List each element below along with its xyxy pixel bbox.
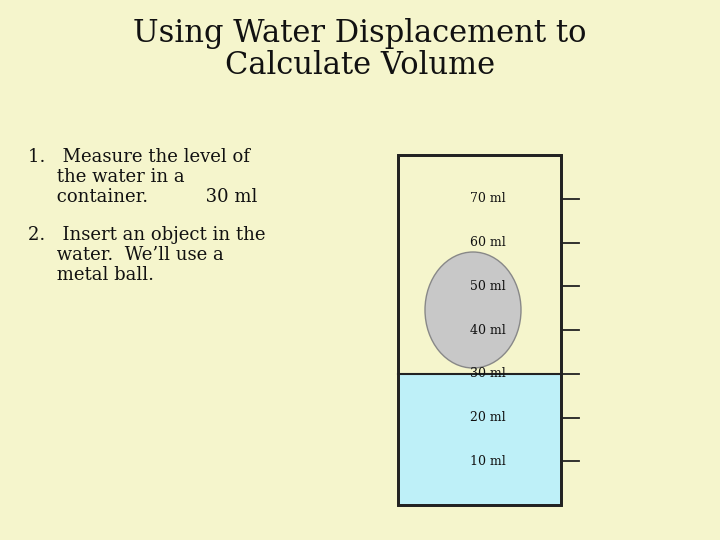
Text: Calculate Volume: Calculate Volume <box>225 50 495 81</box>
Text: 60 ml: 60 ml <box>469 236 505 249</box>
Bar <box>398 155 561 505</box>
Ellipse shape <box>425 252 521 368</box>
Text: Using Water Displacement to: Using Water Displacement to <box>133 18 587 49</box>
Text: container.          30 ml: container. 30 ml <box>28 188 257 206</box>
Text: the water in a: the water in a <box>28 168 184 186</box>
Text: 70 ml: 70 ml <box>470 192 505 205</box>
Text: 2.   Insert an object in the: 2. Insert an object in the <box>28 226 266 244</box>
Text: 20 ml: 20 ml <box>470 411 505 424</box>
Text: 1.   Measure the level of: 1. Measure the level of <box>28 148 250 166</box>
Text: metal ball.: metal ball. <box>28 266 154 284</box>
Bar <box>398 374 561 505</box>
Text: 40 ml: 40 ml <box>469 323 505 336</box>
Text: 50 ml: 50 ml <box>470 280 505 293</box>
Bar <box>398 155 561 505</box>
Text: 30 ml: 30 ml <box>469 367 505 380</box>
Text: 10 ml: 10 ml <box>469 455 505 468</box>
Text: water.  We’ll use a: water. We’ll use a <box>28 246 224 264</box>
